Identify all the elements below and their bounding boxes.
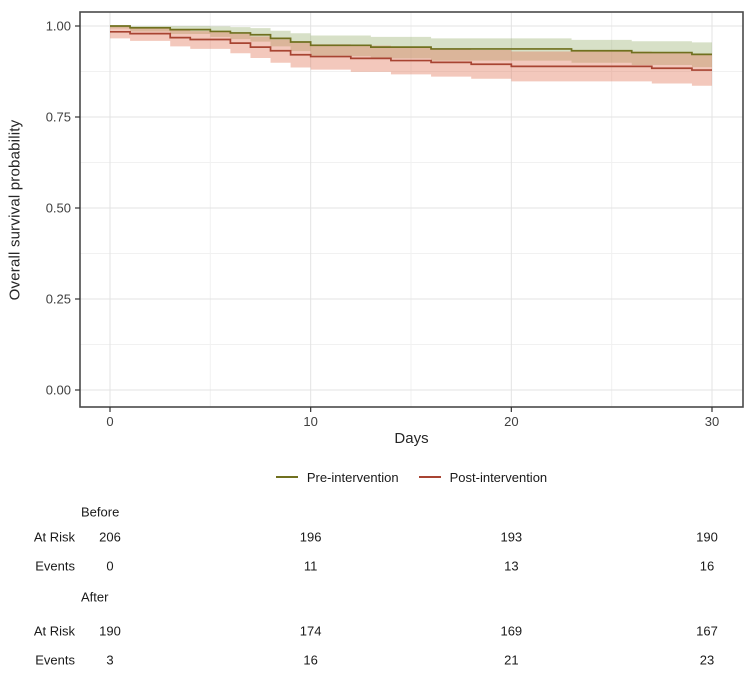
x-tick-label: 0 bbox=[106, 414, 113, 429]
x-axis-title: Days bbox=[394, 430, 429, 447]
y-tick-label: 1.00 bbox=[46, 19, 71, 34]
risk-value: 174 bbox=[299, 623, 322, 639]
risk-value: 3 bbox=[106, 652, 114, 668]
post-intervention-ci-band bbox=[110, 26, 712, 86]
legend-label-post: Post-intervention bbox=[449, 469, 548, 485]
legend-item-pre-intervention: Pre-intervention bbox=[275, 469, 399, 485]
risk-row-label: At Risk bbox=[33, 529, 75, 545]
risk-group-header: Before bbox=[81, 504, 120, 520]
risk-value: 23 bbox=[699, 652, 715, 668]
y-tick-label: 0.75 bbox=[46, 110, 71, 125]
risk-value: 21 bbox=[504, 652, 519, 668]
y-tick-label: 0.50 bbox=[46, 201, 71, 216]
risk-value: 206 bbox=[99, 529, 121, 545]
post-intervention-line-swatch bbox=[418, 476, 441, 478]
panel-border bbox=[79, 11, 744, 408]
risk-row-label: At Risk bbox=[33, 623, 75, 639]
risk-value: 16 bbox=[303, 652, 318, 668]
risk-value: 11 bbox=[303, 558, 318, 574]
y-axis-title: Overall survival probability bbox=[6, 119, 24, 301]
risk-value: 193 bbox=[500, 529, 523, 545]
risk-value: 167 bbox=[696, 623, 718, 639]
risk-row-label: Events bbox=[35, 558, 75, 574]
y-tick-label: 0.25 bbox=[46, 292, 71, 307]
x-tick-label: 10 bbox=[303, 414, 317, 429]
post-intervention-survival-curve bbox=[110, 30, 712, 71]
risk-value: 0 bbox=[106, 558, 114, 574]
legend-item-post-intervention: Post-intervention bbox=[418, 469, 548, 485]
risk-value: 196 bbox=[299, 529, 322, 545]
risk-value: 169 bbox=[500, 623, 523, 639]
pre-intervention-line-swatch bbox=[275, 476, 298, 478]
x-tick-label: 20 bbox=[504, 414, 518, 429]
risk-value: 16 bbox=[699, 558, 715, 574]
pre-intervention-survival-curve bbox=[110, 25, 712, 56]
legend-label-pre: Pre-intervention bbox=[306, 469, 399, 485]
risk-value: 190 bbox=[99, 623, 121, 639]
survival-chart: 0 10 20 30 1.00 0.75 0.50 0.25 0.00 bbox=[46, 11, 744, 429]
risk-row-label: Events bbox=[35, 652, 75, 668]
x-tick-label: 30 bbox=[705, 414, 719, 429]
legend: Pre-intervention Post-intervention bbox=[80, 468, 743, 486]
risk-value: 190 bbox=[696, 529, 718, 545]
risk-group-header: After bbox=[81, 589, 109, 605]
y-tick-label: 0.00 bbox=[46, 383, 71, 398]
risk-value: 13 bbox=[504, 558, 519, 574]
